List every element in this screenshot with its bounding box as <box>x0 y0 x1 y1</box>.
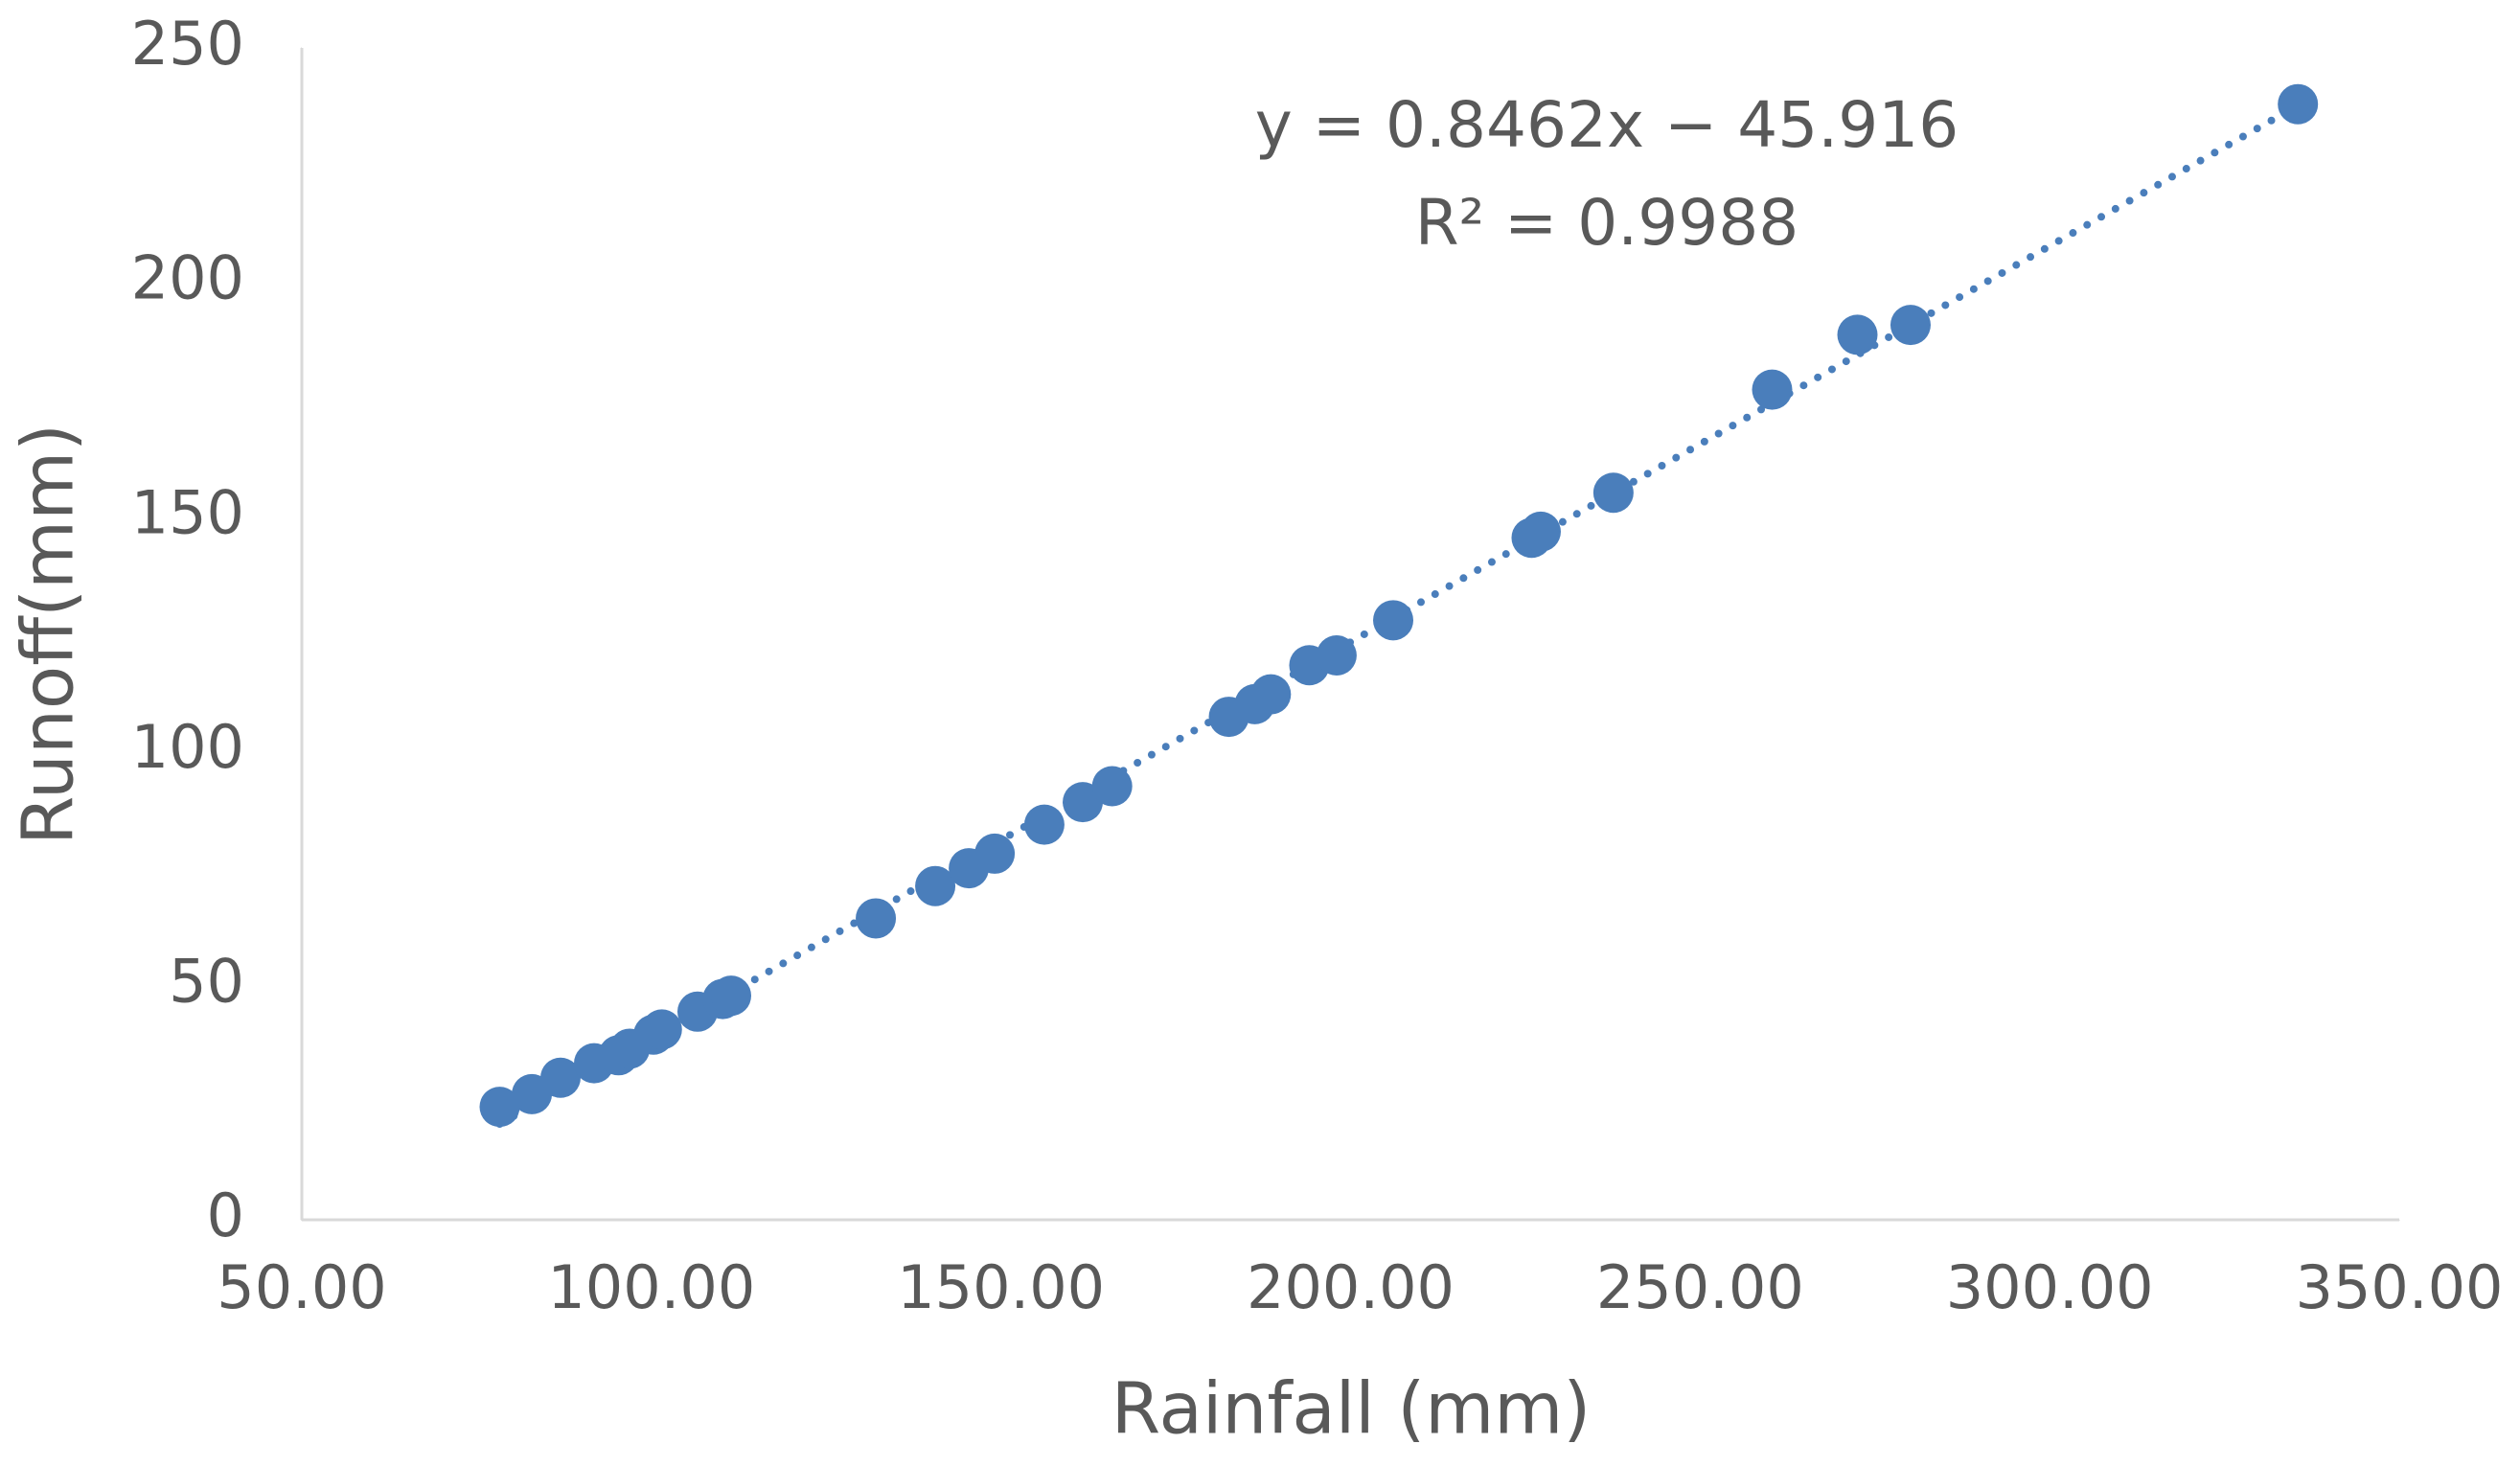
x-tick-label: 300.00 <box>1946 1252 2154 1322</box>
trendline <box>495 102 2302 1128</box>
point <box>1316 635 1357 676</box>
point <box>641 1009 682 1050</box>
point <box>974 833 1016 874</box>
y-tick-label: 100 <box>131 712 244 782</box>
point <box>539 1057 581 1098</box>
point <box>1063 782 1104 823</box>
x-tick-label: 350.00 <box>2296 1252 2504 1322</box>
r-squared: R² = 0.9988 <box>1415 186 1799 260</box>
point <box>1250 674 1292 715</box>
point <box>1373 600 1414 641</box>
point <box>2278 83 2319 125</box>
y-tick-label: 150 <box>131 477 244 547</box>
point <box>479 1087 520 1128</box>
x-tick-label: 250.00 <box>1596 1252 1804 1322</box>
point <box>1890 305 1931 346</box>
x-tick-label: 100.00 <box>547 1252 755 1322</box>
point <box>1023 804 1065 845</box>
point <box>1091 766 1133 807</box>
y-tick-label: 50 <box>169 946 244 1016</box>
x-tick-label: 150.00 <box>897 1252 1105 1322</box>
point <box>1837 314 1878 355</box>
x-tick-label: 50.00 <box>217 1252 387 1322</box>
point <box>1520 511 1561 552</box>
point <box>856 898 897 939</box>
point <box>915 865 956 906</box>
point <box>1752 369 1793 410</box>
y-tick-label: 250 <box>131 9 244 79</box>
y-axis-title: Runoff(mm) <box>8 424 90 845</box>
point <box>711 975 752 1017</box>
y-tick-label: 200 <box>131 243 244 313</box>
point <box>1592 472 1634 514</box>
x-tick-label: 200.00 <box>1247 1252 1455 1322</box>
equation: y = 0.8462x − 45.916 <box>1255 88 1959 162</box>
x-axis-title: Rainfall (mm) <box>1111 1368 1592 1451</box>
y-tick-label: 0 <box>207 1180 244 1250</box>
